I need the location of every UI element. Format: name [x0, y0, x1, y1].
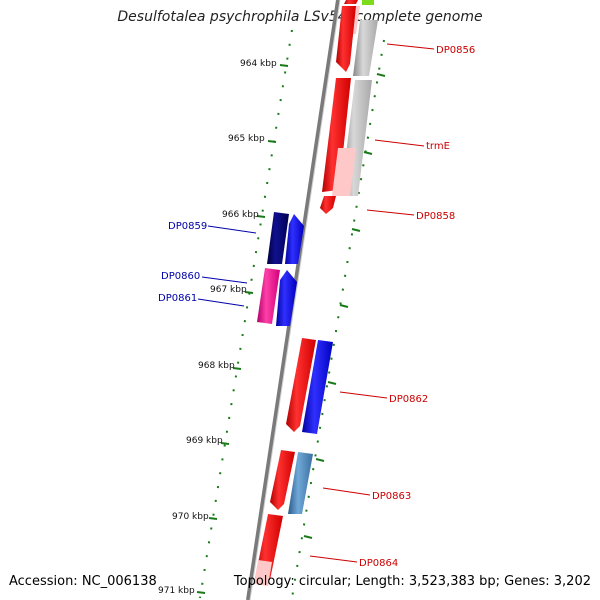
gene-label-dp0864[interactable]: DP0864: [359, 558, 398, 569]
gene-label-dp0856[interactable]: DP0856: [436, 45, 475, 56]
tick-label-969: 969 kbp: [186, 436, 223, 446]
gene-arrow-dp0860[interactable]: [257, 268, 280, 324]
tick-971: [196, 591, 206, 594]
leader-dp0863: [322, 487, 371, 496]
gene-arrow-dp0862[interactable]: [302, 340, 333, 434]
tick-label-967: 967 kbp: [210, 285, 247, 295]
gene-label-dp0862[interactable]: DP0862: [389, 394, 428, 405]
gene-label-dp0860[interactable]: DP0860: [161, 271, 200, 282]
tick-label-971: 971 kbp: [158, 586, 195, 596]
outer-tick: [351, 228, 361, 232]
accession-label: Accession: NC_006138: [9, 574, 157, 589]
leader-dp0862: [339, 391, 388, 399]
gene-label-dp0858[interactable]: DP0858: [416, 211, 455, 222]
outer-tick: [376, 73, 386, 77]
leader-dp0861: [197, 298, 245, 307]
gene-partial-top-green[interactable]: [362, 0, 374, 5]
gene-label-trme[interactable]: trmE: [426, 141, 450, 152]
outer-tick: [303, 535, 313, 539]
map-title: Desulfotalea psychrophila LSv54, complet…: [117, 9, 483, 25]
tick-label-970: 970 kbp: [172, 512, 209, 522]
tick-965: [267, 140, 277, 143]
gene-arrow-dp0859[interactable]: [285, 214, 304, 264]
leader-dp0864: [309, 555, 358, 563]
gene-arrow-red-long[interactable]: [322, 78, 351, 192]
tick-968: [232, 367, 242, 370]
gene-arrow-dp0856[interactable]: [353, 20, 378, 76]
tick-969: [220, 442, 230, 445]
topology-label: Topology: circular; Length: 3,523,383 bp…: [233, 574, 591, 589]
outer-tick: [315, 458, 325, 462]
gene-shadow-dp0864[interactable]: [254, 560, 272, 586]
leader-dp0858: [366, 209, 415, 216]
gene-arrow-partial-top[interactable]: [344, 0, 358, 4]
tick-964: [279, 64, 289, 67]
tick-marks: [196, 64, 386, 594]
tick-967: [244, 291, 254, 294]
gene-label-dp0859[interactable]: DP0859: [168, 221, 207, 232]
tick-label-968: 968 kbp: [198, 361, 235, 371]
leader-trme: [374, 139, 425, 147]
leader-dp0856: [386, 43, 435, 50]
gene-label-dp0863[interactable]: DP0863: [372, 491, 411, 502]
gene-arrow-dp0861[interactable]: [276, 270, 297, 326]
tick-label-964: 964 kbp: [240, 59, 277, 69]
genome-backbone-highlight: [249, 0, 341, 600]
outer-tick: [363, 151, 373, 155]
gene-arrow-red-low[interactable]: [270, 450, 295, 510]
tick-970: [208, 517, 218, 520]
outer-tick: [327, 381, 337, 385]
leader-dp0860: [201, 276, 248, 284]
gene-label-dp0861[interactable]: DP0861: [158, 293, 197, 304]
outer-tick: [339, 304, 349, 308]
tick-label-966: 966 kbp: [222, 210, 259, 220]
gene-arrow-dp0859-navy[interactable]: [267, 212, 289, 264]
gene-arrow-red-mid[interactable]: [286, 338, 316, 432]
leader-dp0859: [207, 225, 257, 234]
tick-966: [256, 215, 266, 218]
gene-arrow-forward-upper[interactable]: [336, 6, 356, 72]
gene-shadow-trme[interactable]: [332, 148, 356, 196]
gene-arrow-dp0863[interactable]: [288, 452, 313, 514]
tick-label-965: 965 kbp: [228, 134, 265, 144]
gene-arrow-dp0858[interactable]: [320, 196, 336, 214]
